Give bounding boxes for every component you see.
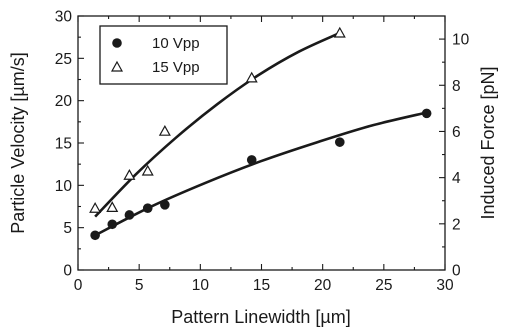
legend-label-15vpp: 15 Vpp <box>152 59 200 76</box>
x-tick-label: 20 <box>314 277 332 294</box>
point-10vpp <box>124 210 135 220</box>
point-10vpp <box>90 230 100 241</box>
point-10vpp <box>107 219 118 230</box>
point-10vpp <box>142 203 153 213</box>
y2-axis-title: Induced Force [pN] <box>478 66 498 219</box>
point-15vpp <box>89 202 102 213</box>
y-tick-label: 10 <box>55 178 73 195</box>
y2-tick-label: 4 <box>452 170 461 187</box>
y2-tick-label: 6 <box>452 124 461 141</box>
legend: 10 Vpp 15 Vpp <box>99 25 228 85</box>
y-tick-label: 20 <box>55 93 73 110</box>
y-tick-label: 5 <box>63 220 72 237</box>
y2-tick-label: 10 <box>452 32 470 49</box>
x-tick-label: 30 <box>436 277 454 294</box>
y-tick-label: 30 <box>55 9 73 26</box>
legend-box <box>99 25 228 85</box>
y2-tick-label: 2 <box>452 216 461 233</box>
legend-label-10vpp: 10 Vpp <box>152 35 200 52</box>
point-15vpp <box>141 164 154 176</box>
y-tick-label: 0 <box>63 263 72 280</box>
point-15vpp <box>245 71 258 83</box>
y-axis-title: Particle Velocity [µm/s] <box>8 52 28 233</box>
x-tick-label: 10 <box>192 277 210 294</box>
x-axis-ticks: 0 5 10 15 20 25 30 <box>74 16 454 294</box>
x-tick-label: 15 <box>253 277 270 294</box>
point-15vpp <box>106 201 119 212</box>
legend-marker-10vpp <box>112 38 122 48</box>
y-axis-right-ticks: 0 2 4 6 8 10 <box>439 32 470 280</box>
y-tick-label: 15 <box>55 136 72 153</box>
x-axis-title: Pattern Linewidth [µm] <box>171 307 350 327</box>
y2-tick-label: 0 <box>452 263 461 280</box>
point-15vpp <box>123 168 136 180</box>
y-axis-left-ticks: 0 5 10 15 20 25 30 <box>55 9 84 280</box>
point-10vpp <box>160 200 170 210</box>
y-tick-label: 25 <box>55 51 72 68</box>
data-points <box>89 26 432 241</box>
point-15vpp <box>333 26 346 38</box>
point-15vpp <box>158 124 171 136</box>
y2-tick-label: 8 <box>452 78 461 95</box>
x-tick-label: 25 <box>375 277 392 294</box>
legend-marker-15vpp <box>110 60 124 72</box>
x-tick-label: 5 <box>135 277 144 294</box>
point-10vpp <box>421 108 432 119</box>
point-10vpp <box>246 155 257 165</box>
point-10vpp <box>334 137 345 147</box>
fit-curve-15vpp <box>94 31 341 218</box>
x-tick-label: 0 <box>74 277 83 294</box>
